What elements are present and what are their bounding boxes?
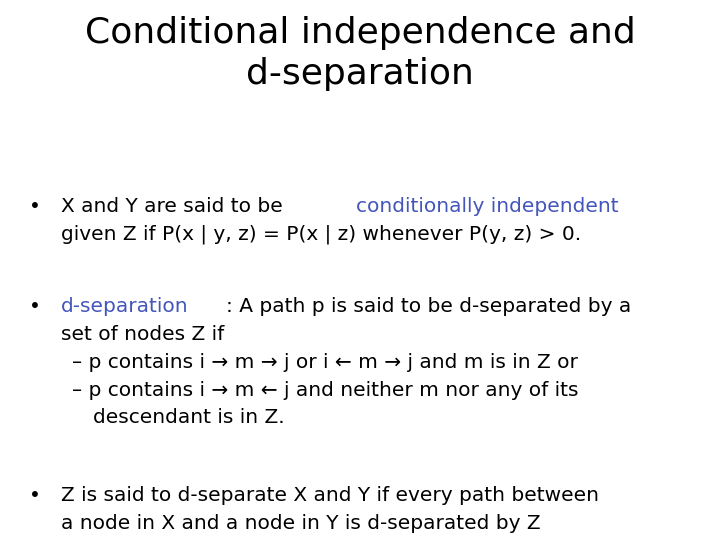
Text: Z is said to d-separate X and Y if every path between: Z is said to d-separate X and Y if every… (61, 486, 599, 505)
Text: d-separation: d-separation (61, 297, 189, 316)
Text: given Z if P(x | y, z) = P(x | z) whenever P(y, z) > 0.: given Z if P(x | y, z) = P(x | z) whenev… (61, 225, 581, 245)
Text: descendant is in Z.: descendant is in Z. (94, 408, 285, 427)
Text: – p contains i → m → j or i ← m → j and m is in Z or: – p contains i → m → j or i ← m → j and … (72, 353, 578, 372)
Text: set of nodes Z if: set of nodes Z if (61, 325, 225, 344)
Text: conditionally independent: conditionally independent (356, 197, 618, 216)
Text: – p contains i → m ← j and neither m nor any of its: – p contains i → m ← j and neither m nor… (72, 381, 578, 400)
Text: Conditional independence and
d-separation: Conditional independence and d-separatio… (85, 16, 635, 91)
Text: a node in X and a node in Y is d-separated by Z: a node in X and a node in Y is d-separat… (61, 514, 541, 533)
Text: X and Y are said to be: X and Y are said to be (61, 197, 289, 216)
Text: •: • (29, 486, 40, 505)
Text: : A path p is said to be d-separated by a: : A path p is said to be d-separated by … (226, 297, 631, 316)
Text: –: – (72, 408, 89, 427)
Text: •: • (29, 197, 40, 216)
Text: •: • (29, 297, 40, 316)
